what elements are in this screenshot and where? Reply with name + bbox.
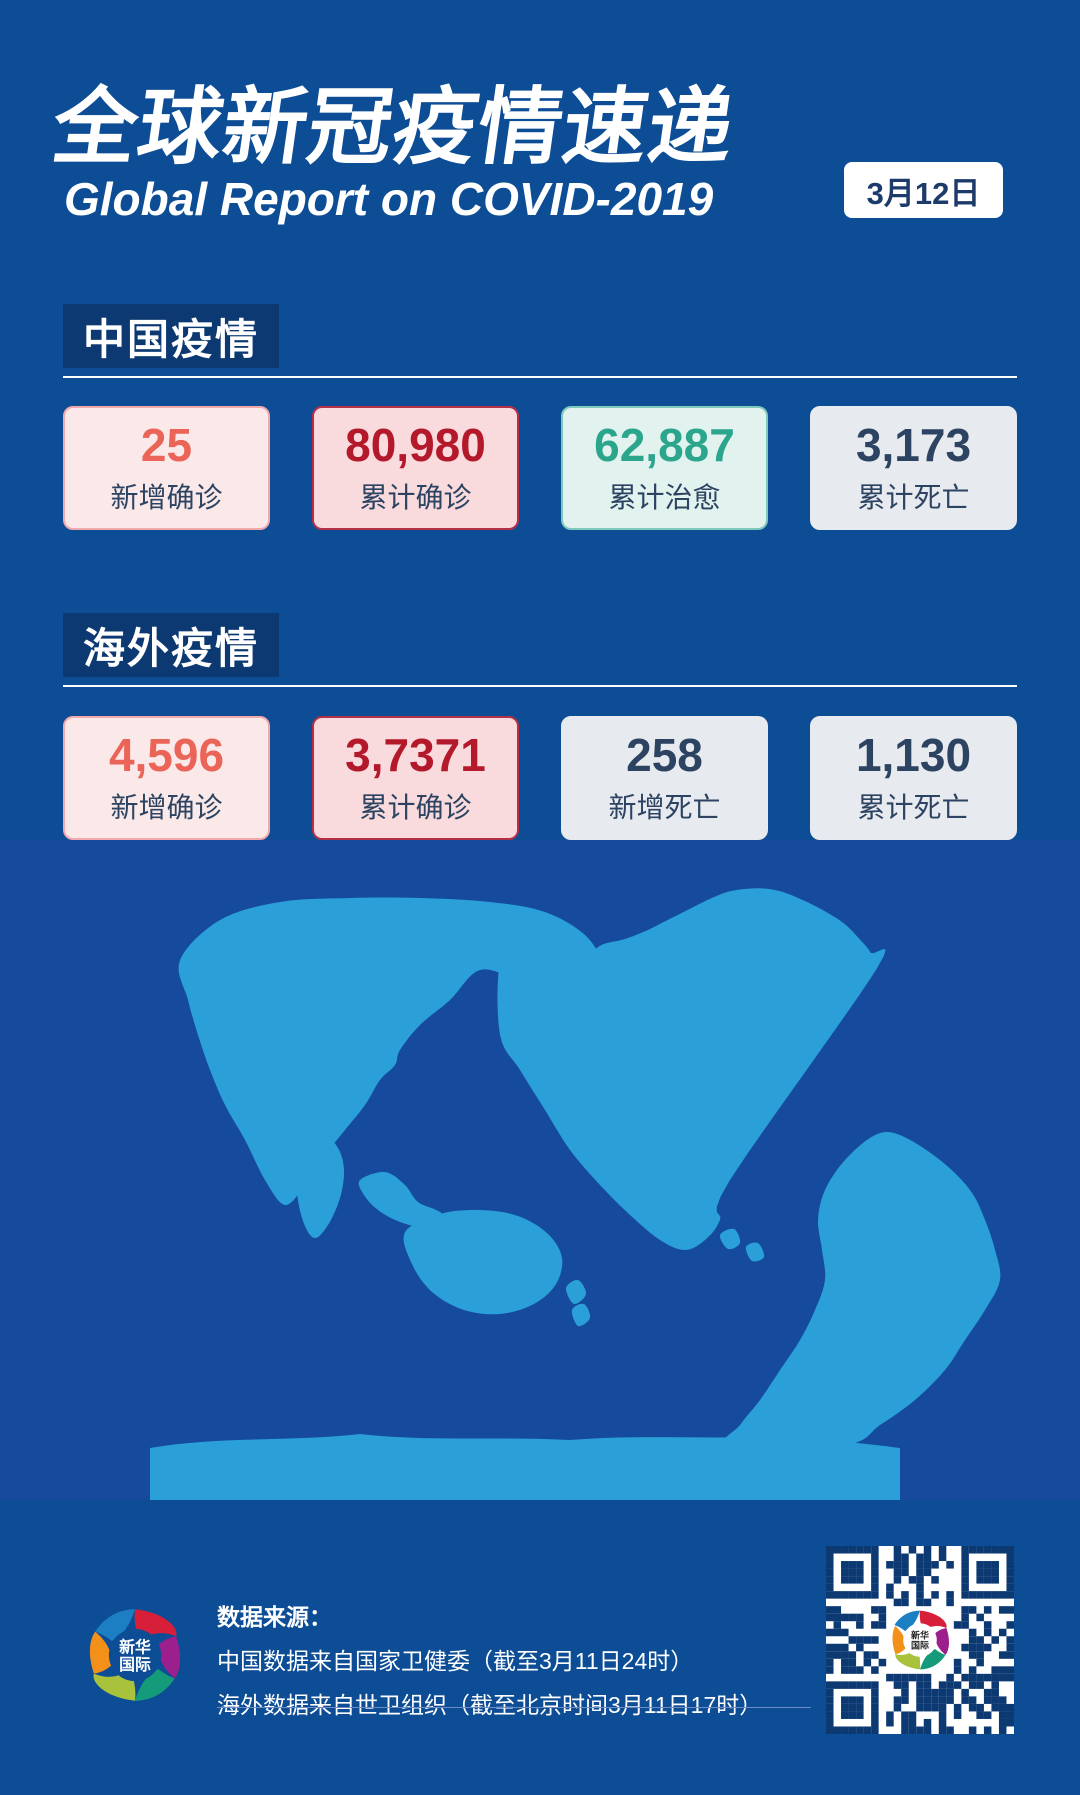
svg-text:国际: 国际 bbox=[119, 1656, 151, 1674]
svg-text:新华: 新华 bbox=[119, 1638, 151, 1657]
svg-text:新华: 新华 bbox=[911, 1630, 929, 1641]
svg-text:国际: 国际 bbox=[911, 1640, 929, 1650]
